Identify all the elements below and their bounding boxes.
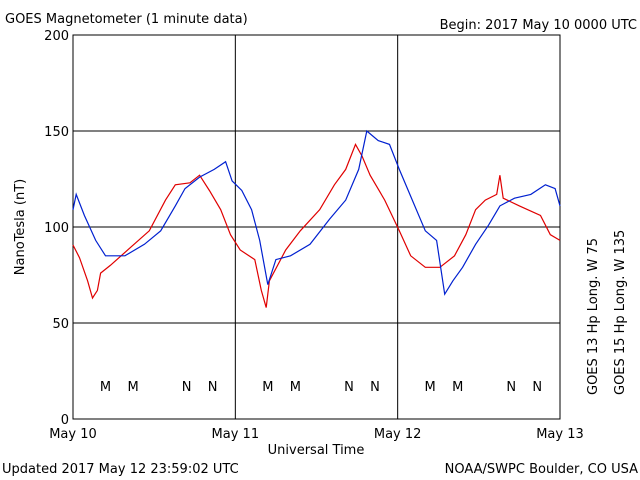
footer-left: Updated 2017 May 12 23:59:02 UTC (2, 462, 239, 477)
legend-entry: GOES 15 Hp Long. W 135 (613, 230, 628, 395)
marker-label: M (425, 380, 436, 395)
marker-label: N (182, 380, 192, 395)
series-line (72, 129, 561, 296)
marker-label: N (532, 380, 542, 395)
marker-label: M (127, 380, 138, 395)
marker-label: M (290, 380, 301, 395)
x-tick-label: May 11 (212, 427, 260, 442)
marker-label: N (370, 380, 380, 395)
legend-entry: GOES 13 Hp Long. W 75 (586, 238, 601, 395)
y-axis-label: NanoTesla (nT) (13, 179, 28, 275)
x-axis-label: Universal Time (268, 443, 365, 458)
series-line (72, 143, 561, 308)
chart-subtitle: Begin: 2017 May 10 0000 UTC (440, 18, 637, 33)
y-tick-label: 100 (44, 221, 69, 236)
y-tick-label: 50 (52, 317, 69, 332)
marker-label: N (344, 380, 354, 395)
footer-right: NOAA/SWPC Boulder, CO USA (445, 462, 638, 477)
marker-label: M (452, 380, 463, 395)
y-tick-label: 150 (44, 125, 69, 140)
marker-label: N (208, 380, 218, 395)
y-tick-label: 200 (44, 29, 69, 44)
x-tick-label: May 13 (536, 427, 584, 442)
marker-label: M (100, 380, 111, 395)
chart-title: GOES Magnetometer (1 minute data) (5, 12, 248, 27)
marker-label: N (506, 380, 516, 395)
y-tick-label: 0 (61, 413, 69, 428)
x-tick-label: May 12 (374, 427, 422, 442)
plot-frame (72, 34, 561, 420)
x-tick-label: May 10 (49, 427, 97, 442)
marker-label: M (262, 380, 273, 395)
